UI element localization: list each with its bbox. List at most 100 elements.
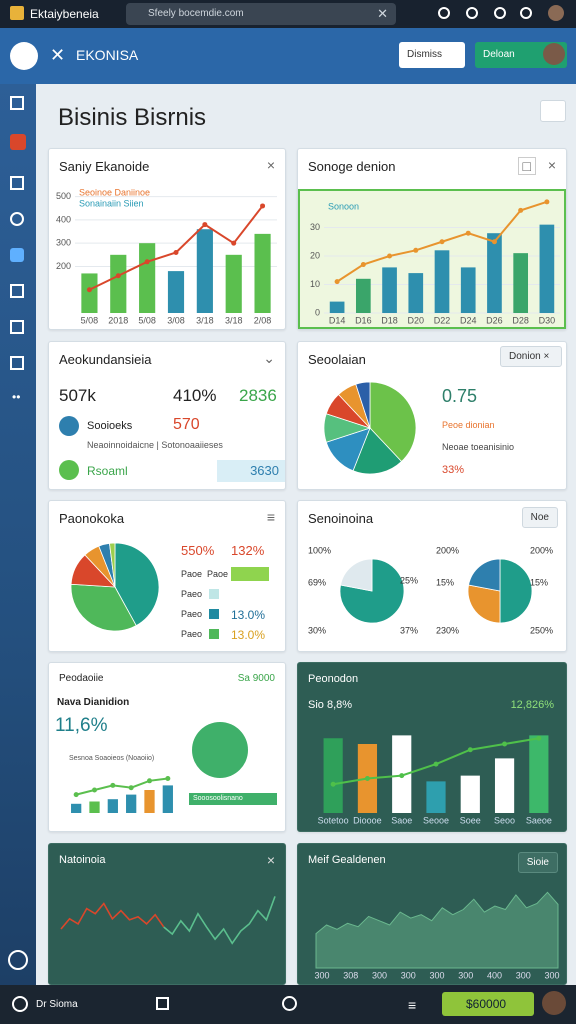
line-point: [399, 773, 405, 779]
row-value: 13.0%: [231, 628, 266, 642]
x-tick-label: 300: [429, 970, 444, 980]
gauge-label: 200%: [436, 545, 459, 555]
chart: [70, 542, 160, 632]
icon[interactable]: [466, 7, 478, 19]
button-label: Donion: [509, 351, 541, 362]
y-tick-label: 400: [56, 214, 71, 224]
row-name: Paeo: [181, 609, 203, 619]
line-point: [128, 785, 134, 791]
nav-icon[interactable]: [10, 284, 24, 298]
pie-slice: [499, 558, 533, 624]
bar: [323, 738, 343, 813]
gauge-label: 69%: [308, 577, 326, 587]
icon[interactable]: [520, 7, 532, 19]
expand-icon[interactable]: □: [517, 157, 536, 175]
row-bar: [231, 567, 269, 581]
line-point: [330, 781, 336, 787]
x-tick-label: 400: [487, 970, 502, 980]
line-point: [92, 787, 97, 793]
bar: [139, 243, 156, 313]
deloan-button[interactable]: Deloan: [475, 42, 567, 68]
row-label: Paoe: [207, 569, 229, 579]
card-title: Seoolaian: [308, 352, 366, 367]
line-point: [115, 273, 121, 279]
y-tick-label: 20: [310, 250, 320, 260]
line-point: [144, 259, 150, 265]
bar: [71, 803, 82, 813]
x-tick-label: 5/08: [138, 315, 156, 325]
button[interactable]: Donion ×: [500, 346, 562, 367]
nav-icon[interactable]: [10, 356, 24, 370]
dismiss-button[interactable]: Dismiss: [399, 42, 465, 68]
line-point: [86, 287, 92, 293]
bottom-bar: Dr Sioma ≡ $60000: [0, 985, 576, 1024]
nav-icon[interactable]: [10, 176, 24, 190]
icon[interactable]: [494, 7, 506, 19]
card: Sonoge denion □ × 0 10 20 30 Sonoon D14 D16 D18…: [297, 148, 567, 330]
card-title: Natoinoia: [59, 854, 106, 866]
close-icon[interactable]: ✕: [50, 45, 66, 65]
x-tick-label: Saoe: [391, 815, 412, 825]
y-tick-label: 500: [56, 191, 71, 201]
line-point: [110, 782, 116, 788]
legend-label: Sonoon: [328, 201, 359, 211]
nav-icon[interactable]: [156, 997, 169, 1010]
icon[interactable]: [438, 7, 450, 19]
amount-badge[interactable]: $60000: [442, 992, 534, 1016]
card-title: Aeokundansieia: [59, 352, 152, 367]
card: Peodaoiie Sa 9000 Nava Dianidion 11,6% S…: [48, 662, 286, 832]
x-tick-label: Sotetoo: [318, 815, 349, 825]
x-tick-label: 300: [516, 970, 531, 980]
card: Senoinoina Noe 100% 69% 25% 30% 37% 200% 200% 1…: [297, 500, 567, 652]
button-label: Noe: [530, 512, 549, 523]
nav-icon[interactable]: [10, 212, 24, 226]
avatar[interactable]: [548, 5, 564, 21]
close-icon[interactable]: ✕: [377, 6, 388, 21]
action-button[interactable]: [540, 100, 566, 122]
note: Neoae toeanisinio: [442, 442, 515, 452]
row-swatch: [209, 589, 219, 599]
more-icon[interactable]: ••: [12, 390, 21, 404]
stat: 410%: [173, 386, 217, 405]
pie-slice: [192, 722, 248, 778]
dropdown-icon[interactable]: ⌄: [263, 350, 275, 366]
nav-icon[interactable]: [10, 96, 24, 110]
close-icon[interactable]: ×: [266, 157, 275, 173]
bar: [487, 233, 502, 313]
line-point: [147, 778, 152, 784]
line-point: [173, 249, 179, 255]
stat: 507k: [59, 386, 96, 405]
x-tick-label: 308: [343, 970, 358, 980]
bar: [460, 775, 480, 813]
line: [75, 777, 168, 796]
nav-icon[interactable]: [10, 134, 26, 150]
address: Sfeely bocemdie.com: [148, 8, 244, 19]
button[interactable]: Sioie: [517, 852, 558, 873]
pie-slice: [468, 558, 501, 592]
pie-slice: [355, 381, 371, 429]
nav-icon[interactable]: [10, 320, 24, 334]
y-tick-label: 0: [315, 307, 320, 317]
x-tick-label: D14: [329, 315, 346, 325]
logo[interactable]: [10, 42, 38, 70]
nav-icon[interactable]: [10, 248, 24, 262]
avatar[interactable]: [542, 991, 566, 1015]
gauge-label: 30%: [308, 625, 326, 635]
menu-icon[interactable]: ≡: [408, 997, 417, 1013]
close-icon[interactable]: ×: [547, 157, 556, 173]
address-bar[interactable]: Sfeely bocemdie.com ✕: [126, 3, 396, 25]
button[interactable]: Noe: [521, 507, 558, 528]
card: Peonodon Sio 8,8% 12,826% Sotetoo Dioooe S…: [297, 662, 567, 832]
menu-icon[interactable]: ≡: [266, 509, 275, 525]
y-tick-label: 200: [56, 261, 71, 271]
avatar: [59, 416, 79, 436]
nav-icon[interactable]: [282, 996, 297, 1011]
bar: [89, 801, 100, 813]
close-icon[interactable]: ×: [266, 852, 275, 868]
x-tick-label: Soee: [460, 815, 481, 825]
label: Sio 8,8%: [308, 699, 353, 711]
settings-icon[interactable]: [8, 950, 28, 970]
home-icon[interactable]: [12, 996, 28, 1012]
brand: EKONISA: [76, 47, 139, 63]
